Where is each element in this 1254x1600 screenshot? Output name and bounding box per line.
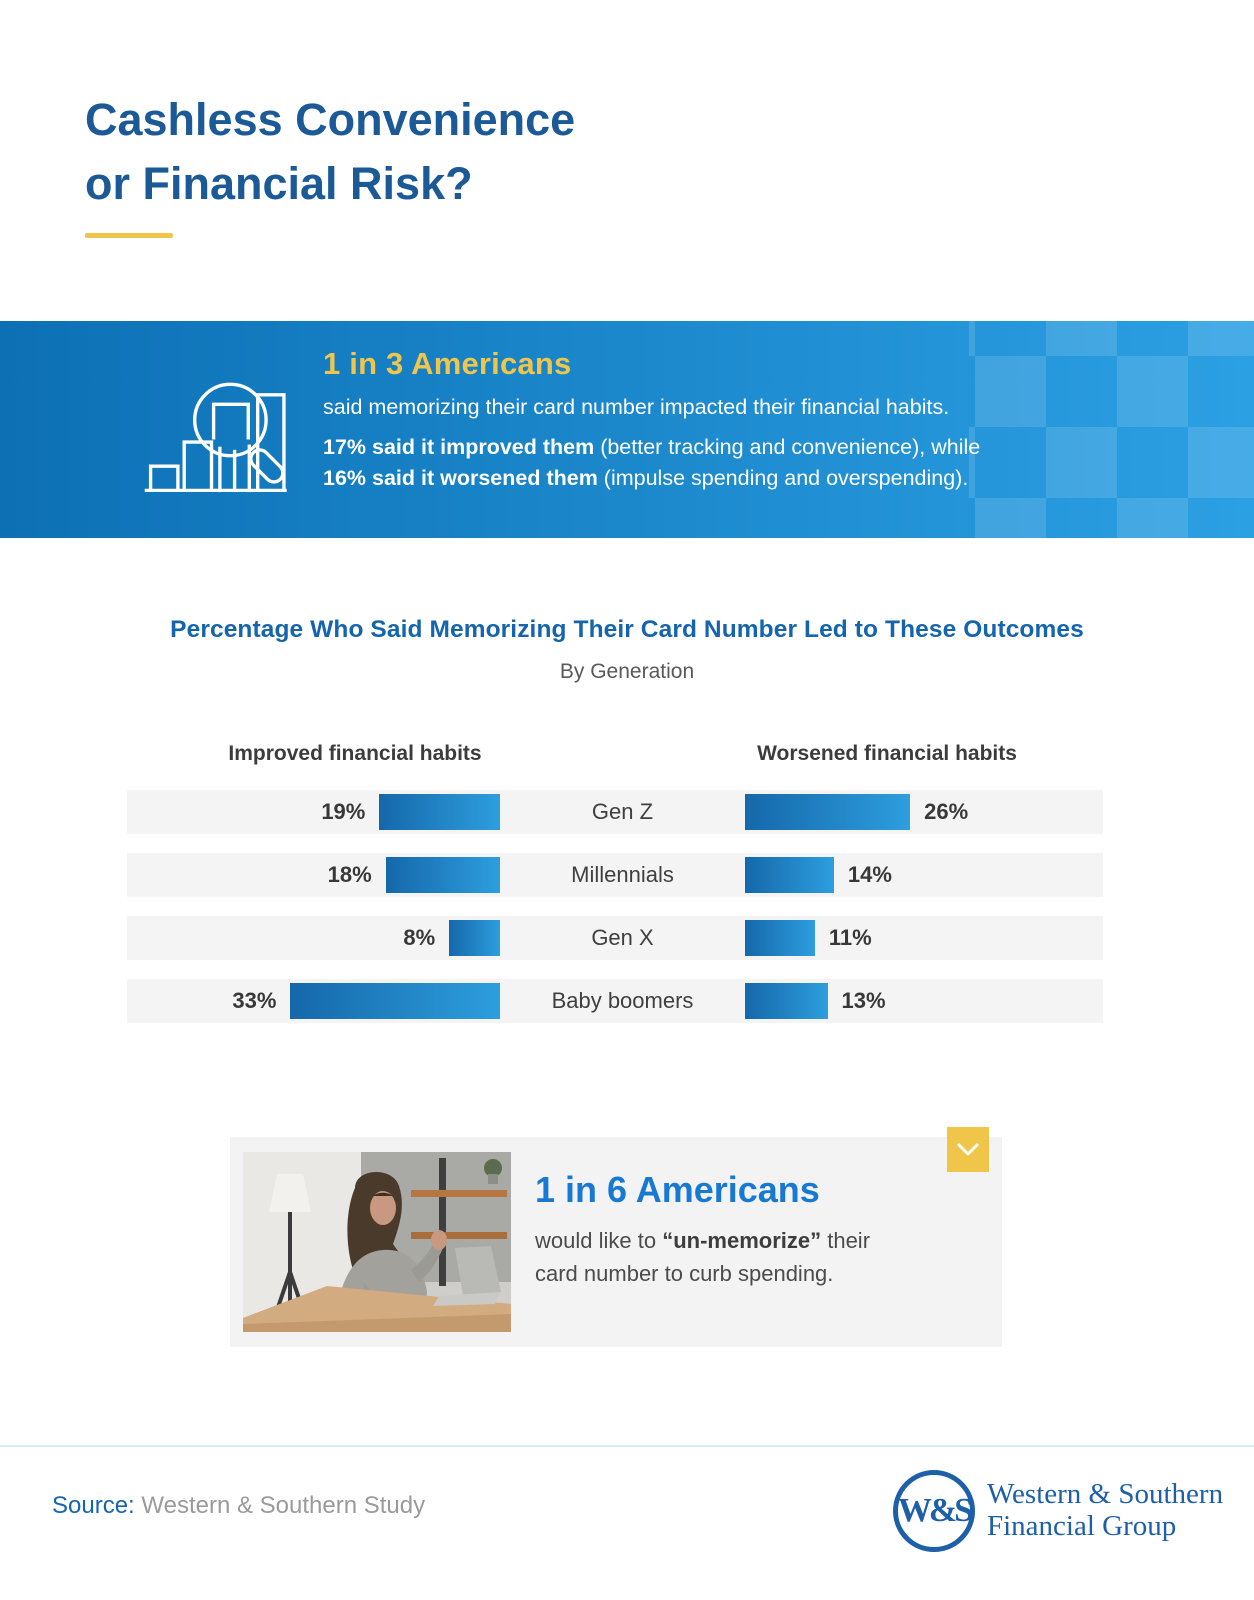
worsened-value-label: 26% [924,799,969,824]
column-header-worsened: Worsened financial habits [757,742,1017,765]
improved-bar [449,920,500,956]
banner-stat2-bold: 16% said it worsened them [323,466,598,490]
chart-row: 19% Gen Z 26% [127,790,1103,834]
improved-bar [385,857,500,893]
page-title-line2: or Financial Risk? [85,157,473,209]
callout-line2: card number to curb spending. [535,1261,834,1286]
chart-rows: 19% Gen Z 26% 18% Millennials 14% 8% Gen X 11% 33… [127,790,1103,1042]
banner-stat1-bold: 17% said it improved them [323,435,595,459]
worsened-value-label: 14% [847,862,892,887]
source-note: Source: Western & Southern Study [52,1492,425,1520]
column-header-improved: Improved financial habits [228,742,482,765]
banner-subline: said memorizing their card number impact… [323,395,950,419]
footer-divider [0,1445,1254,1447]
bar-chart-magnifier-icon [144,382,287,493]
page-title: Cashless Convenience or Financial Risk? [85,88,575,216]
chevron-down-button[interactable] [947,1127,989,1172]
page-title-line1: Cashless Convenience [85,94,576,145]
chart-title: Percentage Who Said Memorizing Their Car… [170,616,1084,643]
source-label: Source: [52,1492,135,1519]
photo-woman-credit-card [243,1152,511,1332]
worsened-value-label: 11% [828,925,872,950]
banner-headline: 1 in 3 Americans [323,346,572,381]
western-southern-logo: W&S Western & Southern Financial Group [893,1470,1223,1552]
logo-name-line1: Western & Southern [987,1478,1224,1511]
callout-body: would like to “un-memorize” their card n… [535,1224,975,1290]
chevron-down-icon [957,1143,979,1155]
improved-value-label: 19% [321,799,366,824]
banner-stats: 17% said it improved them (better tracki… [323,432,1083,494]
improved-bar [290,983,500,1019]
banner-checker-pattern [969,321,1254,538]
chart-subtitle: By Generation [559,660,695,683]
improved-value-label: 33% [232,988,277,1013]
logo-name-line2: Financial Group [987,1510,1177,1542]
worsened-bar [745,920,815,956]
callout-line1-post: their [821,1228,871,1253]
title-underline-rule [85,233,173,238]
callout-line1-pre: would like to [535,1228,663,1253]
worsened-bar [745,857,834,893]
banner-stat1-rest: (better tracking and convenience), while [594,435,981,459]
generation-label: Gen X [591,925,654,950]
banner-text-block: 1 in 3 Americans said memorizing their c… [323,346,1083,494]
worsened-bar [745,794,911,830]
source-value: Western & Southern Study [134,1492,426,1519]
callout-card: 1 in 6 Americans would like to “un-memor… [230,1127,1002,1347]
generation-label: Millennials [571,862,674,887]
ws-monogram-icon: W&S [893,1470,975,1552]
banner-stat2-rest: (impulse spending and overspending). [597,466,969,490]
callout-headline: 1 in 6 Americans [535,1169,820,1210]
improved-value-label: 18% [327,862,372,887]
callout-text-block: 1 in 6 Americans would like to “un-memor… [535,1169,975,1290]
generation-label: Gen Z [591,799,654,824]
chart-row: 33% Baby boomers 13% [127,979,1103,1023]
chart-row: 18% Millennials 14% [127,853,1103,897]
improved-value-label: 8% [403,925,436,950]
stat-banner [0,321,1254,538]
generation-label: Baby boomers [551,988,694,1013]
worsened-bar [745,983,828,1019]
improved-bar [379,794,500,830]
worsened-value-label: 13% [841,988,886,1013]
logo-name: Western & Southern Financial Group [987,1478,1224,1543]
callout-line1-bold: “un-memorize” [662,1228,822,1253]
chart-row: 8% Gen X 11% [127,916,1103,960]
